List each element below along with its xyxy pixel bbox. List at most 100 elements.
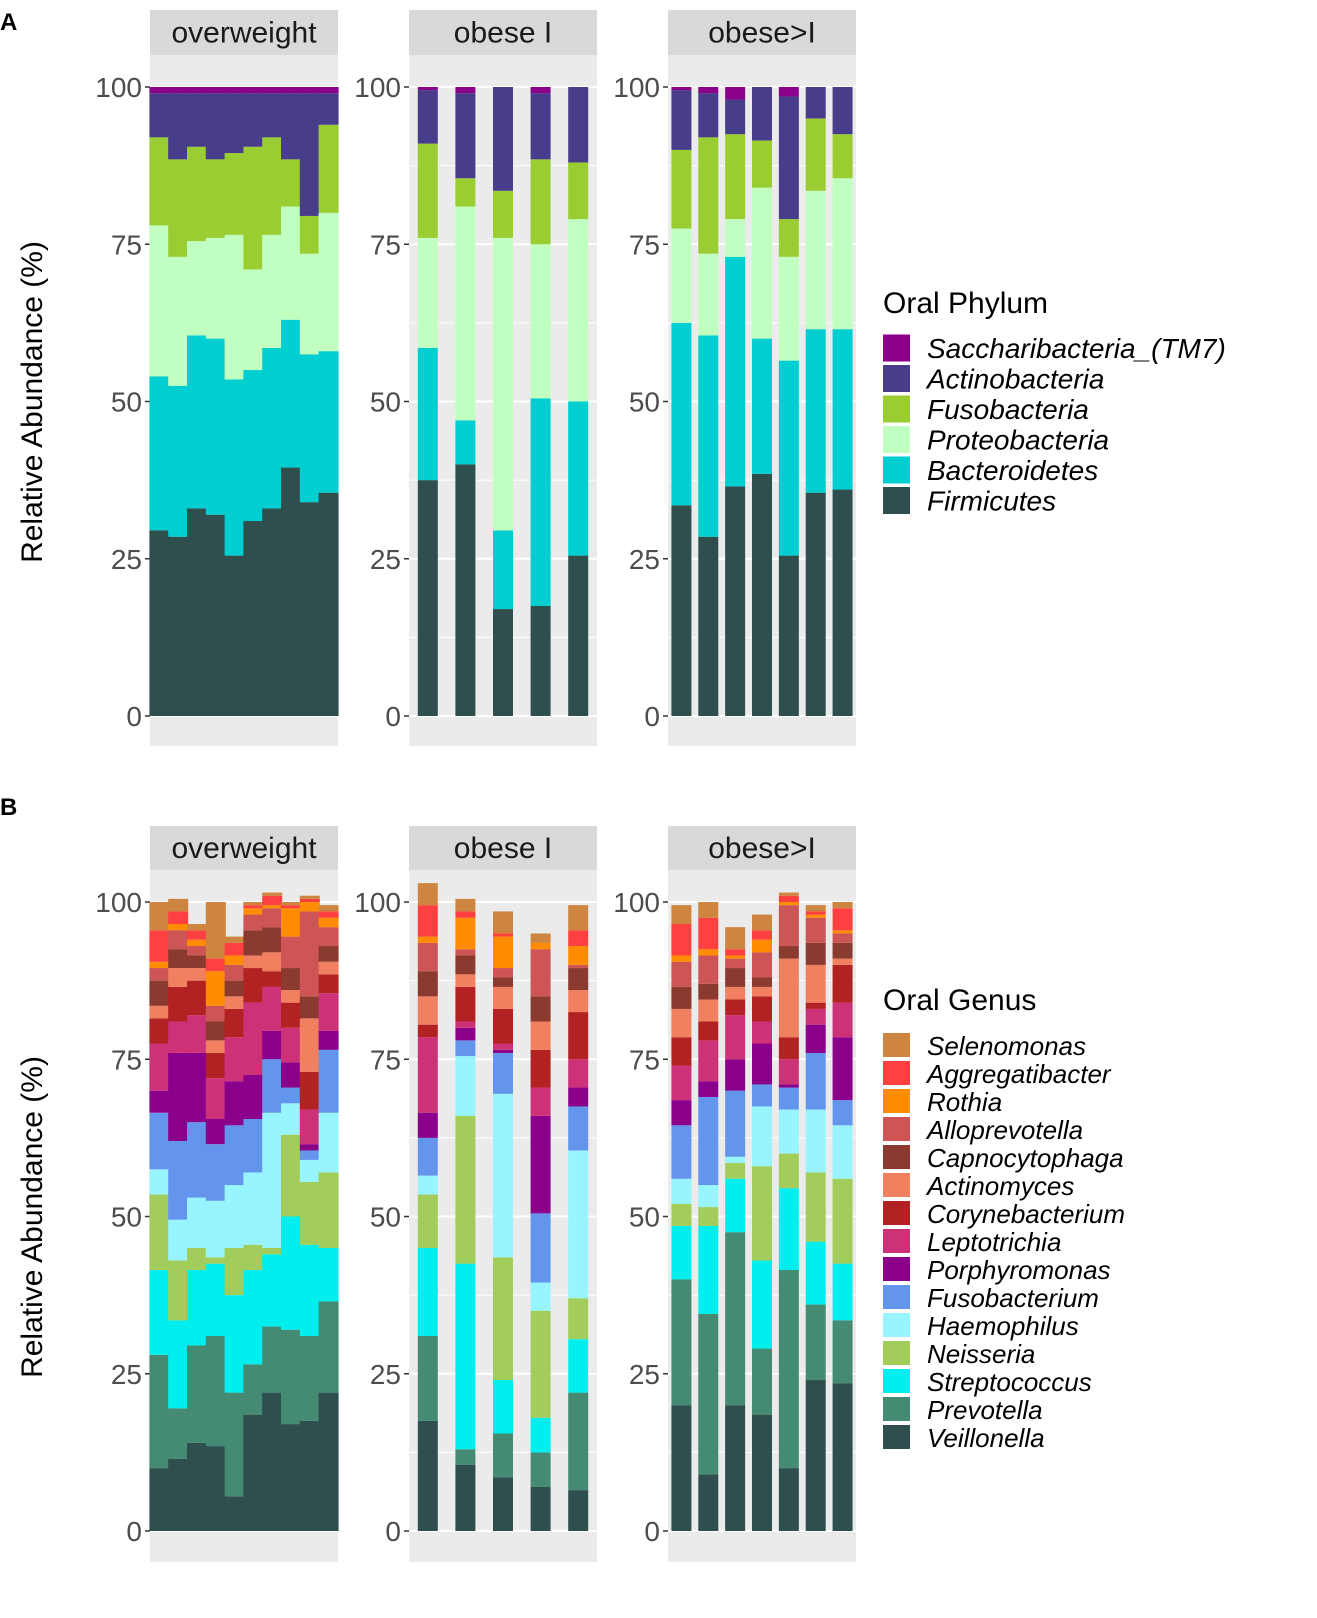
bar-segment-fusobacteria bbox=[281, 159, 301, 207]
bar-segment-saccharibacteria-tm7 bbox=[149, 87, 170, 94]
bar-segment-prevotella bbox=[187, 1345, 207, 1443]
bar-segment-firmicutes bbox=[187, 508, 207, 716]
bar-7 bbox=[262, 892, 283, 1531]
bar-segment-aggregatibacter bbox=[281, 905, 301, 909]
bar-segment-neisseria bbox=[168, 1260, 189, 1321]
bar-segment-bacteroidetes bbox=[671, 322, 692, 506]
bar-segment-actinomyces bbox=[318, 961, 339, 975]
bar-segment-fusobacteria bbox=[417, 143, 438, 238]
legend-entry: Proteobacteria bbox=[883, 425, 1109, 456]
bar-segment-capnocytophaga bbox=[671, 986, 692, 1009]
bar-segment-rothia bbox=[752, 939, 772, 953]
bar-segment-corynebacterium bbox=[205, 1052, 226, 1079]
bar-segment-rothia bbox=[299, 902, 320, 912]
legend-entry: Streptococcus bbox=[883, 1367, 1092, 1397]
legend-label: Leptotrichia bbox=[927, 1227, 1061, 1257]
bar-segment-haemophilus bbox=[725, 1156, 746, 1164]
bar-segment-saccharibacteria-tm7 bbox=[168, 87, 189, 94]
bar-segment-firmicutes bbox=[805, 492, 826, 716]
y-tick-label: 0 bbox=[385, 1516, 401, 1547]
bar-segment-actinomyces bbox=[168, 968, 189, 987]
bar-segment-actinomyces bbox=[243, 955, 264, 969]
bar-segment-actinobacteria bbox=[205, 93, 226, 160]
bar-segment-fusobacteria bbox=[318, 124, 339, 213]
legend-key bbox=[883, 1033, 910, 1057]
bar-segment-prevotella bbox=[805, 1304, 826, 1381]
bar-segment-prevotella bbox=[205, 1336, 226, 1447]
bar-segment-prevotella bbox=[698, 1313, 719, 1475]
bar-segment-bacteroidetes bbox=[698, 335, 719, 537]
bar-segment-rothia bbox=[205, 971, 226, 1006]
bar-segment-actinobacteria bbox=[698, 93, 719, 138]
bar-segment-saccharibacteria-tm7 bbox=[698, 87, 719, 94]
bar-segment-saccharibacteria-tm7 bbox=[243, 87, 264, 94]
legend-title: Oral Genus bbox=[883, 984, 1036, 1017]
legend-key bbox=[883, 1173, 910, 1197]
facet-obese-i: obese>I 0 25 50 75 100 bbox=[613, 10, 856, 746]
bar-segment-rothia bbox=[493, 936, 513, 969]
legend-label: Rothia bbox=[927, 1087, 1002, 1117]
bar-segment-leptotrichia bbox=[262, 986, 283, 1031]
bar-segment-actinomyces bbox=[455, 974, 476, 987]
bar-segment-actinobacteria bbox=[149, 93, 170, 138]
bar-segment-leptotrichia bbox=[455, 1021, 476, 1028]
bar-segment-prevotella bbox=[778, 1269, 799, 1469]
bar-segment-selenomonas bbox=[187, 924, 207, 931]
bar-segment-haemophilus bbox=[752, 1106, 772, 1167]
bar-segment-aggregatibacter bbox=[417, 905, 438, 937]
bar-segment-proteobacteria bbox=[725, 219, 746, 257]
bar-segment-haemophilus bbox=[417, 1175, 438, 1195]
bar-segment-actinobacteria bbox=[262, 93, 283, 138]
legend-key bbox=[883, 334, 910, 362]
bar-segment-fusobacteria bbox=[168, 159, 189, 257]
bar-segment-saccharibacteria-tm7 bbox=[262, 87, 283, 94]
bar-segment-fusobacteria bbox=[530, 159, 551, 245]
bar-segment-actinobacteria bbox=[168, 93, 189, 160]
bar-segment-bacteroidetes bbox=[205, 338, 226, 515]
bar-segment-porphyromonas bbox=[530, 1115, 551, 1214]
bar-segment-veillonella bbox=[168, 1458, 189, 1531]
bar-segment-alloprevotella bbox=[805, 917, 826, 943]
bar-segment-firmicutes bbox=[568, 555, 589, 716]
bar-segment-proteobacteria bbox=[805, 190, 826, 330]
bar-segment-actinobacteria bbox=[568, 87, 589, 163]
bar-3 bbox=[493, 911, 513, 1531]
bar-segment-neisseria bbox=[832, 1178, 853, 1264]
bar-segment-alloprevotella bbox=[318, 927, 339, 947]
bar-segment-capnocytophaga bbox=[832, 942, 853, 959]
bar-segment-selenomonas bbox=[318, 905, 339, 912]
bar-segment-capnocytophaga bbox=[299, 996, 320, 1019]
bar-segment-alloprevotella bbox=[417, 942, 438, 972]
bar-segment-porphyromonas bbox=[243, 1074, 264, 1120]
bar-3 bbox=[187, 87, 207, 716]
y-tick-label: 100 bbox=[354, 887, 401, 918]
legend-label: Actinomyces bbox=[925, 1171, 1074, 1201]
legend-entry: Leptotrichia bbox=[883, 1227, 1061, 1257]
bar-segment-saccharibacteria-tm7 bbox=[417, 87, 438, 91]
bar-segment-fusobacteria bbox=[568, 162, 589, 220]
bar-segment-selenomonas bbox=[417, 883, 438, 906]
bar-5 bbox=[778, 87, 799, 716]
bar-segment-neisseria bbox=[205, 1257, 226, 1264]
bar-segment-aggregatibacter bbox=[149, 930, 170, 962]
bar-segment-actinomyces bbox=[832, 958, 853, 965]
bar-segment-firmicutes bbox=[318, 492, 339, 716]
bar-segment-streptococcus bbox=[149, 1269, 170, 1355]
y-tick-label: 100 bbox=[613, 72, 660, 103]
bar-segment-fusobacterium bbox=[698, 1096, 719, 1186]
bar-segment-actinobacteria bbox=[725, 99, 746, 135]
bar-segment-actinobacteria bbox=[417, 90, 438, 144]
bar-segment-saccharibacteria-tm7 bbox=[778, 87, 799, 97]
bar-segment-actinobacteria bbox=[455, 93, 476, 179]
facet-title: obese>I bbox=[708, 17, 816, 50]
bar-segment-streptococcus bbox=[243, 1269, 264, 1365]
y-tick-label: 100 bbox=[354, 72, 401, 103]
bar-segment-actinomyces bbox=[224, 996, 245, 1009]
bar-segment-rothia bbox=[187, 939, 207, 947]
bar-segment-fusobacterium bbox=[187, 1122, 207, 1198]
bar-segment-aggregatibacter bbox=[318, 911, 339, 918]
bar-segment-alloprevotella bbox=[281, 936, 301, 969]
bar-segment-haemophilus bbox=[530, 1282, 551, 1311]
legend-label: Capnocytophaga bbox=[927, 1143, 1124, 1173]
bar-segment-porphyromonas bbox=[149, 1090, 170, 1113]
